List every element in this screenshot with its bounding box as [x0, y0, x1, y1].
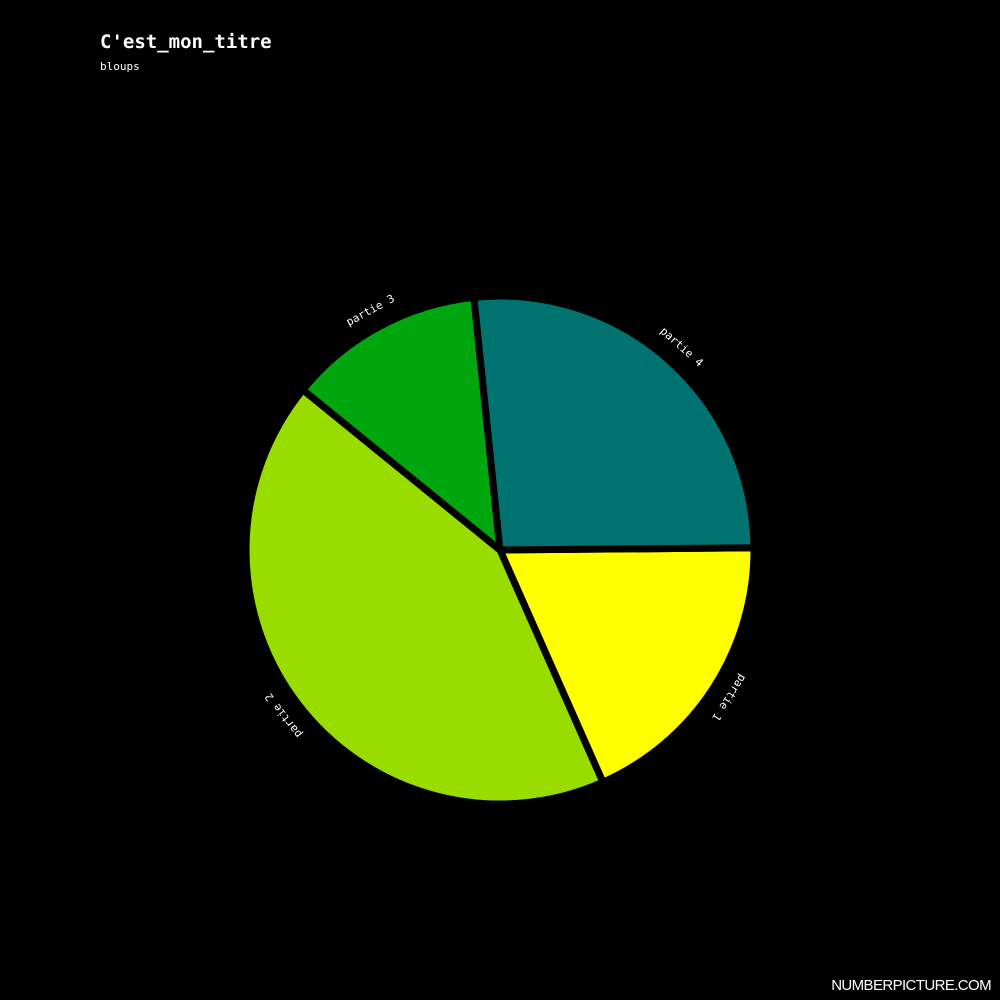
pie-slices: [242, 292, 758, 808]
chart-title: C'est_mon_titre: [100, 31, 272, 53]
chart-subtitle: bloups: [100, 60, 140, 73]
pie-slice-3: [299, 293, 504, 554]
pie-slice-2: [242, 386, 607, 808]
pie-slice-4: [470, 292, 758, 554]
watermark-logo: NUMBERPICTURE.COM: [831, 977, 991, 994]
pie-slice-1: [496, 544, 758, 786]
